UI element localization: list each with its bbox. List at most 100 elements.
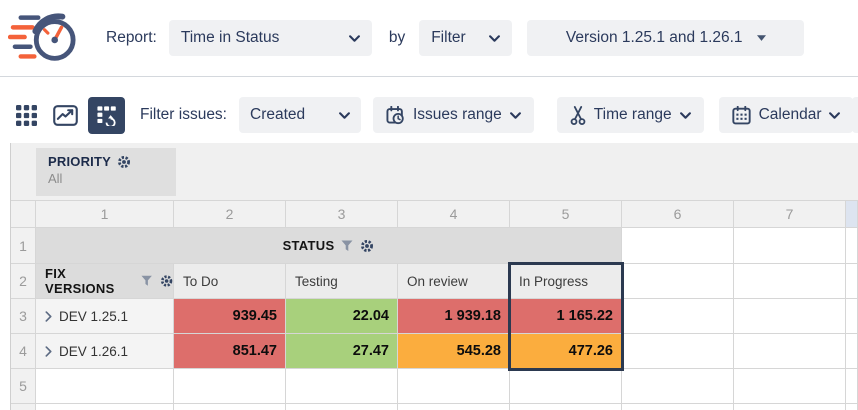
filter-issues-value: Created [250, 106, 306, 123]
empty-cell[interactable] [734, 264, 846, 299]
value-cell[interactable]: 545.28 [398, 334, 510, 369]
empty-cell[interactable] [622, 369, 734, 404]
status-column-on-review[interactable]: On review [398, 264, 510, 299]
header-divider [0, 76, 858, 77]
scissors-icon [570, 106, 586, 125]
empty-cell[interactable] [622, 228, 734, 264]
value-cell[interactable]: 1 939.18 [398, 299, 510, 334]
empty-cell[interactable] [510, 369, 622, 404]
column-header-2[interactable]: 2 [174, 200, 286, 228]
priority-label: PRIORITY [48, 154, 111, 169]
empty-cell-partial[interactable] [846, 404, 858, 410]
column-header-6[interactable]: 6 [622, 200, 734, 228]
empty-cell[interactable] [174, 369, 286, 404]
filter-funnel-icon[interactable] [341, 240, 353, 252]
empty-cell[interactable] [286, 404, 398, 410]
empty-cell-partial[interactable] [846, 369, 858, 404]
column-header-1[interactable]: 1 [36, 200, 174, 228]
empty-cell[interactable] [622, 264, 734, 299]
chevron-down-icon [680, 112, 691, 119]
row-header-3[interactable]: 3 [11, 299, 36, 334]
filter-source-dropdown[interactable]: Filter [419, 20, 513, 56]
value-cell[interactable]: 27.47 [286, 334, 398, 369]
calendar-clock-icon [386, 106, 405, 125]
corner-cell[interactable] [11, 200, 36, 228]
filter-funnel-icon[interactable] [141, 275, 152, 287]
row-header-4[interactable]: 4 [11, 334, 36, 369]
priority-filter[interactable]: PRIORITY All [36, 148, 176, 196]
calendar-button[interactable]: Calendar [718, 97, 854, 133]
empty-cell[interactable] [286, 369, 398, 404]
row-header-6-partial[interactable] [11, 404, 36, 410]
report-type-dropdown[interactable]: Time in Status [168, 20, 372, 56]
empty-cell-partial[interactable] [846, 299, 858, 334]
time-range-button[interactable]: Time range [556, 97, 704, 133]
expand-chevron-icon[interactable] [45, 311, 52, 322]
app-logo-icon [8, 6, 82, 70]
pivot-view-button[interactable] [88, 96, 125, 134]
status-column-todo[interactable]: To Do [174, 264, 286, 299]
empty-cell[interactable] [734, 334, 846, 369]
empty-cell-partial[interactable] [846, 334, 858, 369]
column-header-7[interactable]: 7 [734, 200, 846, 228]
cropped-button[interactable] [852, 97, 858, 133]
row-dev-1-25-1[interactable]: DEV 1.25.1 [36, 299, 174, 334]
empty-cell[interactable] [734, 404, 846, 410]
column-header-5[interactable]: 5 [510, 200, 622, 228]
empty-cell[interactable] [622, 404, 734, 410]
empty-cell[interactable] [734, 299, 846, 334]
empty-cell-partial[interactable] [846, 228, 858, 264]
value-cell[interactable]: 22.04 [286, 299, 398, 334]
empty-cell[interactable] [734, 228, 846, 264]
chart-view-icon [53, 105, 78, 126]
chevron-down-icon [489, 35, 500, 42]
row-header-5[interactable]: 5 [11, 369, 36, 404]
empty-cell[interactable] [398, 369, 510, 404]
empty-cell[interactable] [174, 404, 286, 410]
filter-issues-dropdown[interactable]: Created [239, 97, 361, 133]
chevron-down-icon [510, 112, 521, 119]
column-header-4[interactable]: 4 [398, 200, 510, 228]
empty-cell-partial[interactable] [846, 264, 858, 299]
value-cell-selected[interactable]: 1 165.22 [510, 299, 622, 334]
empty-cell[interactable] [398, 404, 510, 410]
gear-icon[interactable] [117, 155, 131, 169]
filter-value-text: Version 1.25.1 and 1.26.1 [565, 29, 743, 46]
row-header-1[interactable]: 1 [11, 228, 36, 264]
issues-range-button[interactable]: Issues range [373, 97, 534, 133]
column-header-3[interactable]: 3 [286, 200, 398, 228]
filter-value-dropdown[interactable]: Version 1.25.1 and 1.26.1 [527, 20, 805, 56]
calendar-icon [732, 106, 751, 125]
pivot-table: 1 2 3 4 5 6 7 1 STATUS 2 FIX VERSIONS [10, 200, 858, 410]
view-switcher [10, 96, 125, 134]
value-cell-selected[interactable]: 477.26 [510, 334, 622, 369]
status-group-header[interactable]: STATUS [36, 228, 622, 264]
empty-cell[interactable] [622, 334, 734, 369]
filter-issues-label: Filter issues: [140, 106, 227, 123]
gear-icon[interactable] [160, 274, 173, 288]
value-cell[interactable]: 939.45 [174, 299, 286, 334]
chart-view-button[interactable] [49, 97, 81, 133]
triangle-down-icon [757, 35, 766, 41]
time-range-label: Time range [593, 106, 672, 123]
value-cell[interactable]: 851.47 [174, 334, 286, 369]
empty-cell[interactable] [734, 369, 846, 404]
status-column-in-progress[interactable]: In Progress [510, 264, 622, 299]
filter-strip: PRIORITY All [10, 143, 858, 200]
chevron-down-icon [829, 112, 840, 119]
row-header-2[interactable]: 2 [11, 264, 36, 299]
fix-versions-header[interactable]: FIX VERSIONS [36, 264, 174, 299]
status-column-testing[interactable]: Testing [286, 264, 398, 299]
row-label: DEV 1.25.1 [59, 308, 129, 324]
grid-view-icon [16, 105, 37, 126]
row-dev-1-26-1[interactable]: DEV 1.26.1 [36, 334, 174, 369]
grid-view-button[interactable] [10, 97, 42, 133]
empty-cell[interactable] [622, 299, 734, 334]
expand-chevron-icon[interactable] [45, 346, 52, 357]
empty-cell[interactable] [36, 404, 174, 410]
filter-source-value: Filter [431, 29, 466, 46]
gear-icon[interactable] [360, 239, 374, 253]
column-header-8-partial[interactable] [846, 200, 858, 228]
empty-cell[interactable] [510, 404, 622, 410]
empty-cell[interactable] [36, 369, 174, 404]
